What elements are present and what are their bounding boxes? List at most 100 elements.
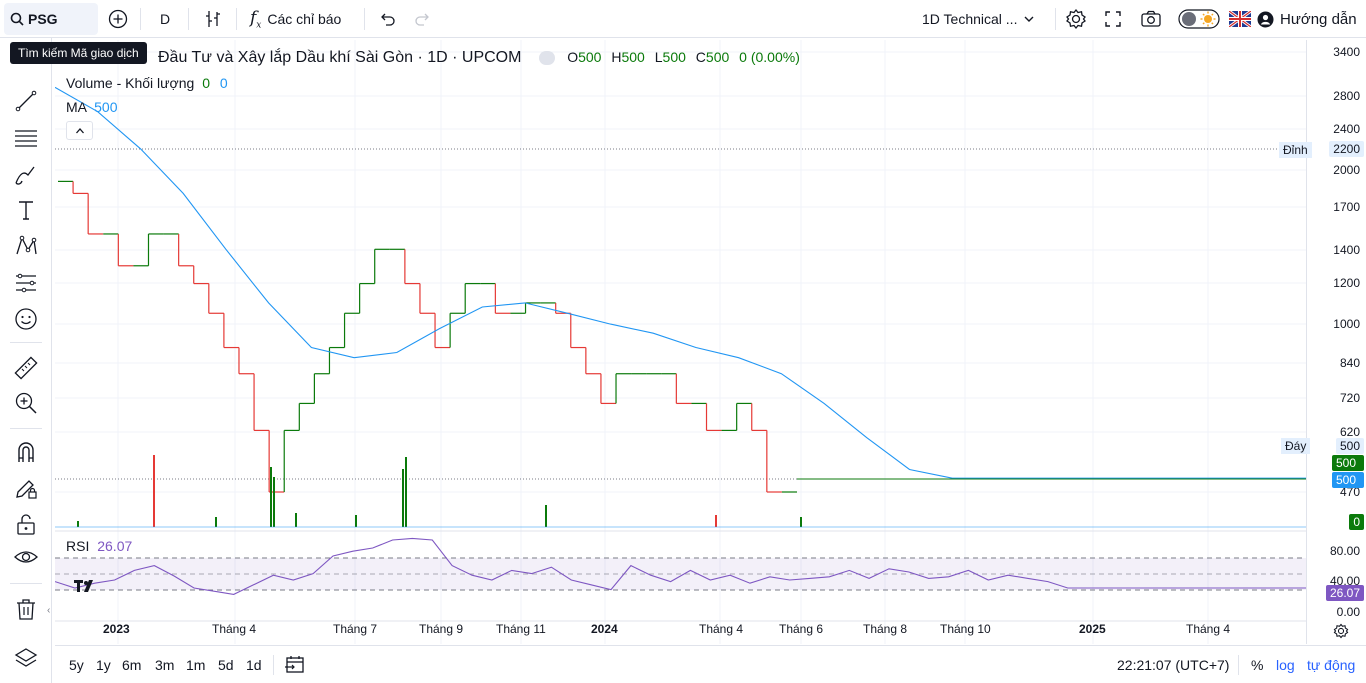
redo-button[interactable]: [414, 6, 432, 32]
chevron-up-icon: [75, 127, 84, 133]
fib-tool[interactable]: [13, 125, 39, 151]
price-bar: [736, 402, 752, 431]
volume-tag: 0: [1349, 514, 1364, 530]
price-bar: [766, 430, 782, 493]
text-icon: [19, 201, 33, 220]
time-label: Tháng 11: [496, 622, 546, 636]
scale-settings-button[interactable]: [1333, 623, 1349, 642]
guide-button[interactable]: Hướng dẫn: [1257, 6, 1357, 32]
price-label: 3400: [1333, 45, 1360, 59]
time-label: Tháng 4: [212, 622, 257, 636]
price-bar: [419, 283, 436, 314]
chart-logo[interactable]: [74, 578, 98, 598]
range-button-1y[interactable]: 1y: [96, 657, 111, 673]
symbol-search[interactable]: PSG: [4, 3, 98, 35]
pencil-lock-icon: [16, 480, 37, 499]
volume-bar: [715, 515, 717, 527]
draw-lock-tool[interactable]: [13, 475, 39, 501]
trend-line-icon: [15, 90, 37, 112]
volume-bar: [405, 457, 407, 527]
price-bar: [343, 312, 360, 348]
volume-bar: [215, 517, 217, 527]
theme-toggle[interactable]: [1178, 6, 1220, 32]
text-tool[interactable]: [13, 197, 39, 223]
price-bar: [147, 233, 164, 266]
language-button[interactable]: [1229, 6, 1251, 32]
rsi-scale-label: 0.00: [1336, 605, 1360, 619]
price-bar: [193, 265, 209, 285]
volume-bar: [402, 469, 404, 527]
log-toggle[interactable]: log: [1276, 657, 1295, 673]
time-label: Tháng 4: [699, 622, 744, 636]
top-marker-label: Đỉnh: [1279, 142, 1312, 158]
layout-menu-button[interactable]: 1D Technical ...: [922, 6, 1035, 32]
ma-line: [55, 86, 1306, 479]
ruler-tool[interactable]: [13, 355, 39, 381]
forecast-tool[interactable]: [13, 270, 39, 296]
price-bars: [58, 180, 797, 493]
price-label: 2400: [1333, 122, 1360, 136]
brush-icon: [15, 166, 35, 185]
symbol-label: PSG: [28, 11, 58, 27]
chart-type-button[interactable]: [203, 6, 223, 32]
price-bar: [117, 233, 134, 267]
search-icon: [10, 12, 24, 26]
date-range-button[interactable]: [284, 655, 306, 678]
price-bar: [434, 313, 451, 349]
emoji-tool[interactable]: [13, 306, 39, 332]
lock-tool[interactable]: [13, 511, 39, 537]
indicators-button[interactable]: fx Các chỉ báo: [250, 6, 341, 32]
magnet-tool[interactable]: [13, 439, 39, 465]
volume-bars: [77, 455, 802, 527]
price-bar: [328, 346, 345, 374]
legend-dot[interactable]: [539, 51, 556, 66]
settings-button[interactable]: [1065, 6, 1087, 32]
visibility-tool[interactable]: [13, 544, 39, 570]
pattern-tool[interactable]: [13, 233, 39, 259]
trend-line-tool[interactable]: [13, 88, 39, 114]
magnet-icon: [18, 442, 34, 462]
gear-icon: [1333, 623, 1349, 639]
ohlc-change: 0 (0.00%): [739, 49, 800, 65]
candles-icon: [206, 11, 220, 27]
zoom-tool[interactable]: [13, 390, 39, 416]
rsi-line: [55, 537, 1306, 595]
collapse-handle[interactable]: ‹: [47, 605, 51, 616]
range-button-3m[interactable]: 3m: [155, 657, 175, 673]
ma-label: MA: [66, 99, 87, 115]
price-bar: [253, 373, 270, 432]
clock-label[interactable]: 22:21:07 (UTC+7): [1117, 657, 1230, 673]
price-label: 1400: [1333, 243, 1360, 257]
rsi-legend[interactable]: RSI 26.07: [66, 538, 132, 554]
range-button-1m[interactable]: 1m: [186, 657, 206, 673]
undo-button[interactable]: [378, 6, 396, 32]
fullscreen-button[interactable]: [1103, 6, 1123, 32]
forecast-icon: [16, 273, 36, 293]
add-symbol-button[interactable]: [108, 6, 128, 32]
price-bar: [675, 373, 692, 405]
volume-bar: [545, 505, 547, 527]
price-bar: [600, 373, 617, 405]
snapshot-button[interactable]: [1140, 6, 1162, 32]
auto-scale-toggle[interactable]: tự động: [1307, 657, 1356, 673]
volume-bar: [77, 521, 79, 527]
collapse-legend-button[interactable]: [66, 121, 93, 140]
range-button-6m[interactable]: 6m: [122, 657, 142, 673]
object-tree-tool[interactable]: [13, 645, 39, 671]
price-scale[interactable]: 3400 2800 2400 2000 1700 1400 1200 1000 …: [1306, 40, 1366, 644]
interval-button[interactable]: D: [160, 6, 170, 32]
range-button-1d[interactable]: 1d: [246, 657, 262, 673]
price-chart[interactable]: [55, 40, 1306, 644]
gear-icon: [1066, 8, 1086, 30]
volume-legend[interactable]: Volume - Khối lượng 0 0: [66, 75, 228, 91]
percent-toggle[interactable]: %: [1251, 657, 1264, 673]
plus-circle-icon: [108, 9, 128, 29]
delete-tool[interactable]: [13, 596, 39, 622]
ma-legend[interactable]: MA 500: [66, 99, 117, 115]
price-bar: [374, 248, 390, 284]
brush-tool[interactable]: [13, 162, 39, 188]
volume-bar: [270, 467, 272, 527]
layers-icon: [14, 648, 38, 667]
range-button-5d[interactable]: 5d: [218, 657, 234, 673]
range-button-5y[interactable]: 5y: [69, 657, 84, 673]
